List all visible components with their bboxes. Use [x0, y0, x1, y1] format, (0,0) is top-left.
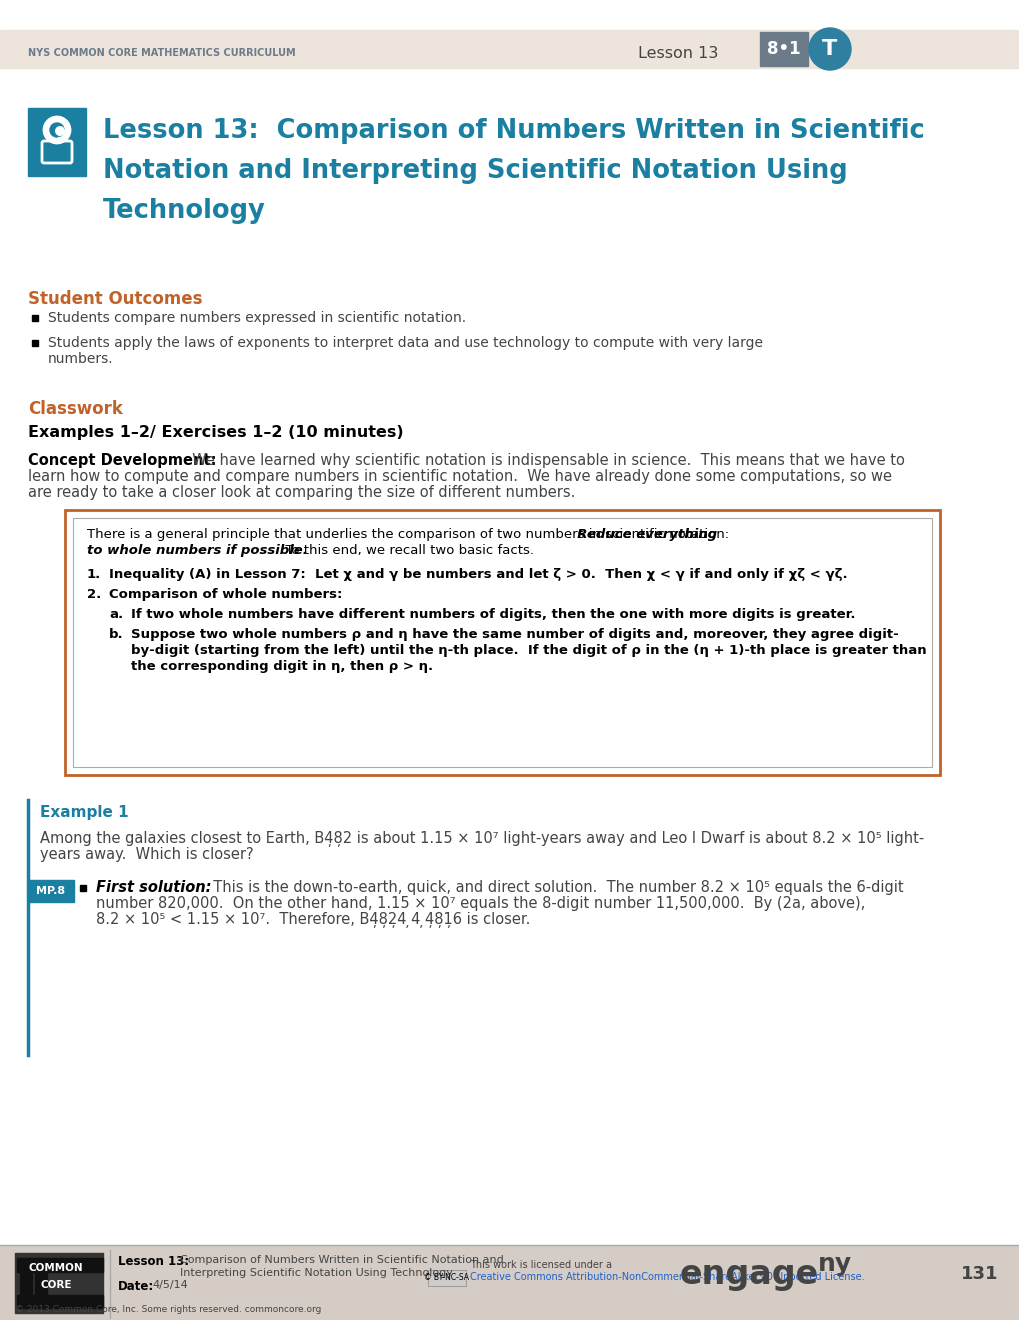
Text: Lesson 13:: Lesson 13: — [118, 1255, 189, 1269]
Text: Comparison of Numbers Written in Scientific Notation and: Comparison of Numbers Written in Scienti… — [179, 1255, 503, 1265]
Text: ny: ny — [817, 1251, 851, 1276]
Text: Comparison of whole numbers:: Comparison of whole numbers: — [109, 587, 342, 601]
Text: Among the galaxies closest to Earth, Β4̦8̦2 is about 1.15 × 10⁷ light-years away: Among the galaxies closest to Earth, Β4̦… — [40, 832, 923, 847]
Bar — [58, 137, 62, 141]
Bar — [20, 1258, 32, 1308]
Text: First solution:: First solution: — [96, 880, 211, 895]
Bar — [759, 32, 807, 66]
Text: NYS COMMON CORE MATHEMATICS CURRICULUM: NYS COMMON CORE MATHEMATICS CURRICULUM — [28, 48, 296, 58]
Text: © BY-NC-SA: © BY-NC-SA — [424, 1274, 469, 1283]
Text: Example 1: Example 1 — [40, 805, 128, 820]
Text: years away.  Which is closer?: years away. Which is closer? — [40, 847, 254, 862]
Text: 8•1: 8•1 — [766, 40, 800, 58]
Bar — [32, 315, 38, 321]
Bar — [428, 1270, 466, 1286]
Text: Inequality (A) in Lesson 7:  Let χ and γ be numbers and let ζ > 0.  Then χ < γ i: Inequality (A) in Lesson 7: Let χ and γ … — [109, 568, 847, 581]
Bar — [73, 517, 931, 767]
Text: are ready to take a closer look at comparing the size of different numbers.: are ready to take a closer look at compa… — [28, 484, 575, 500]
Ellipse shape — [808, 28, 850, 70]
Ellipse shape — [50, 123, 64, 137]
Bar — [32, 341, 38, 346]
Text: Notation and Interpreting Scientific Notation Using: Notation and Interpreting Scientific Not… — [103, 158, 847, 183]
Text: © 2013 Common Core, Inc. Some rights reserved. commoncore.org: © 2013 Common Core, Inc. Some rights res… — [15, 1305, 321, 1313]
Text: 131: 131 — [960, 1265, 998, 1283]
Text: engage: engage — [680, 1258, 818, 1291]
Text: Examples 1–2/ Exercises 1–2 (10 minutes): Examples 1–2/ Exercises 1–2 (10 minutes) — [28, 425, 404, 440]
Text: to whole numbers if possible.: to whole numbers if possible. — [87, 544, 308, 557]
Bar — [35, 1258, 47, 1308]
Text: learn how to compute and compare numbers in scientific notation.  We have alread: learn how to compute and compare numbers… — [28, 469, 892, 484]
Bar — [28, 880, 74, 902]
Ellipse shape — [55, 125, 65, 136]
Text: a.: a. — [109, 609, 123, 620]
Bar — [0, 30, 1019, 69]
Text: If two whole numbers have different numbers of digits, then the one with more di: If two whole numbers have different numb… — [130, 609, 855, 620]
Text: Technology: Technology — [103, 198, 266, 224]
Text: Suppose two whole numbers ρ and η have the same number of digits and, moreover, : Suppose two whole numbers ρ and η have t… — [130, 628, 898, 642]
Text: 1.: 1. — [87, 568, 101, 581]
Text: Reduce everything: Reduce everything — [87, 528, 716, 541]
Text: b.: b. — [109, 628, 123, 642]
Bar — [79, 884, 86, 891]
Ellipse shape — [44, 117, 70, 143]
Text: Creative Commons Attribution-NonCommercial-ShareAlike 3.0 Unported License.: Creative Commons Attribution-NonCommerci… — [470, 1272, 864, 1282]
Bar — [17, 1295, 103, 1308]
Text: Lesson 13:  Comparison of Numbers Written in Scientific: Lesson 13: Comparison of Numbers Written… — [103, 117, 924, 144]
Text: numbers.: numbers. — [48, 352, 113, 366]
Bar — [17, 1258, 103, 1272]
Text: Students apply the laws of exponents to interpret data and use technology to com: Students apply the laws of exponents to … — [48, 337, 762, 350]
Text: 2.: 2. — [87, 587, 101, 601]
Text: Students compare numbers expressed in scientific notation.: Students compare numbers expressed in sc… — [48, 312, 466, 325]
Text: Student Outcomes: Student Outcomes — [28, 290, 203, 308]
Text: To this end, we recall two basic facts.: To this end, we recall two basic facts. — [277, 544, 534, 557]
Text: We have learned why scientific notation is indispensable in science.  This means: We have learned why scientific notation … — [182, 453, 904, 469]
Bar — [15, 1253, 103, 1313]
Text: There is a general principle that underlies the comparison of two numbers in sci: There is a general principle that underl… — [87, 528, 737, 541]
Text: 8.2 × 10⁵ < 1.15 × 10⁷.  Therefore, Β4̦8̦2̦4 ̦4 ̦4̦8̦1̦6 is closer.: 8.2 × 10⁵ < 1.15 × 10⁷. Therefore, Β4̦8̦… — [96, 912, 530, 928]
Bar — [0, 1246, 1019, 1320]
Bar — [28, 108, 86, 176]
Text: by-digit (starting from the left) until the η-th place.  If the digit of ρ in th: by-digit (starting from the left) until … — [130, 644, 925, 657]
FancyBboxPatch shape — [42, 141, 72, 162]
Text: This work is licensed under a: This work is licensed under a — [470, 1261, 611, 1270]
Text: Classwork: Classwork — [28, 400, 122, 418]
Text: MP.8: MP.8 — [37, 886, 65, 896]
Text: T: T — [821, 40, 837, 59]
Text: 4/5/14: 4/5/14 — [152, 1280, 187, 1290]
Text: Date:: Date: — [118, 1280, 154, 1294]
Text: This is the down-to-earth, quick, and direct solution.  The number 8.2 × 10⁵ equ: This is the down-to-earth, quick, and di… — [204, 880, 903, 895]
Text: COMMON: COMMON — [29, 1263, 84, 1272]
Text: the corresponding digit in η, then ρ > η.: the corresponding digit in η, then ρ > η… — [130, 660, 433, 673]
Text: Interpreting Scientific Notation Using Technology: Interpreting Scientific Notation Using T… — [179, 1269, 452, 1278]
Text: Lesson 13: Lesson 13 — [637, 45, 717, 61]
Text: Concept Development:: Concept Development: — [28, 453, 216, 469]
Bar — [65, 510, 940, 775]
Text: number 820,000.  On the other hand, 1.15 × 10⁷ equals the 8-digit number 11,500,: number 820,000. On the other hand, 1.15 … — [96, 896, 864, 911]
Text: CORE: CORE — [40, 1280, 71, 1290]
